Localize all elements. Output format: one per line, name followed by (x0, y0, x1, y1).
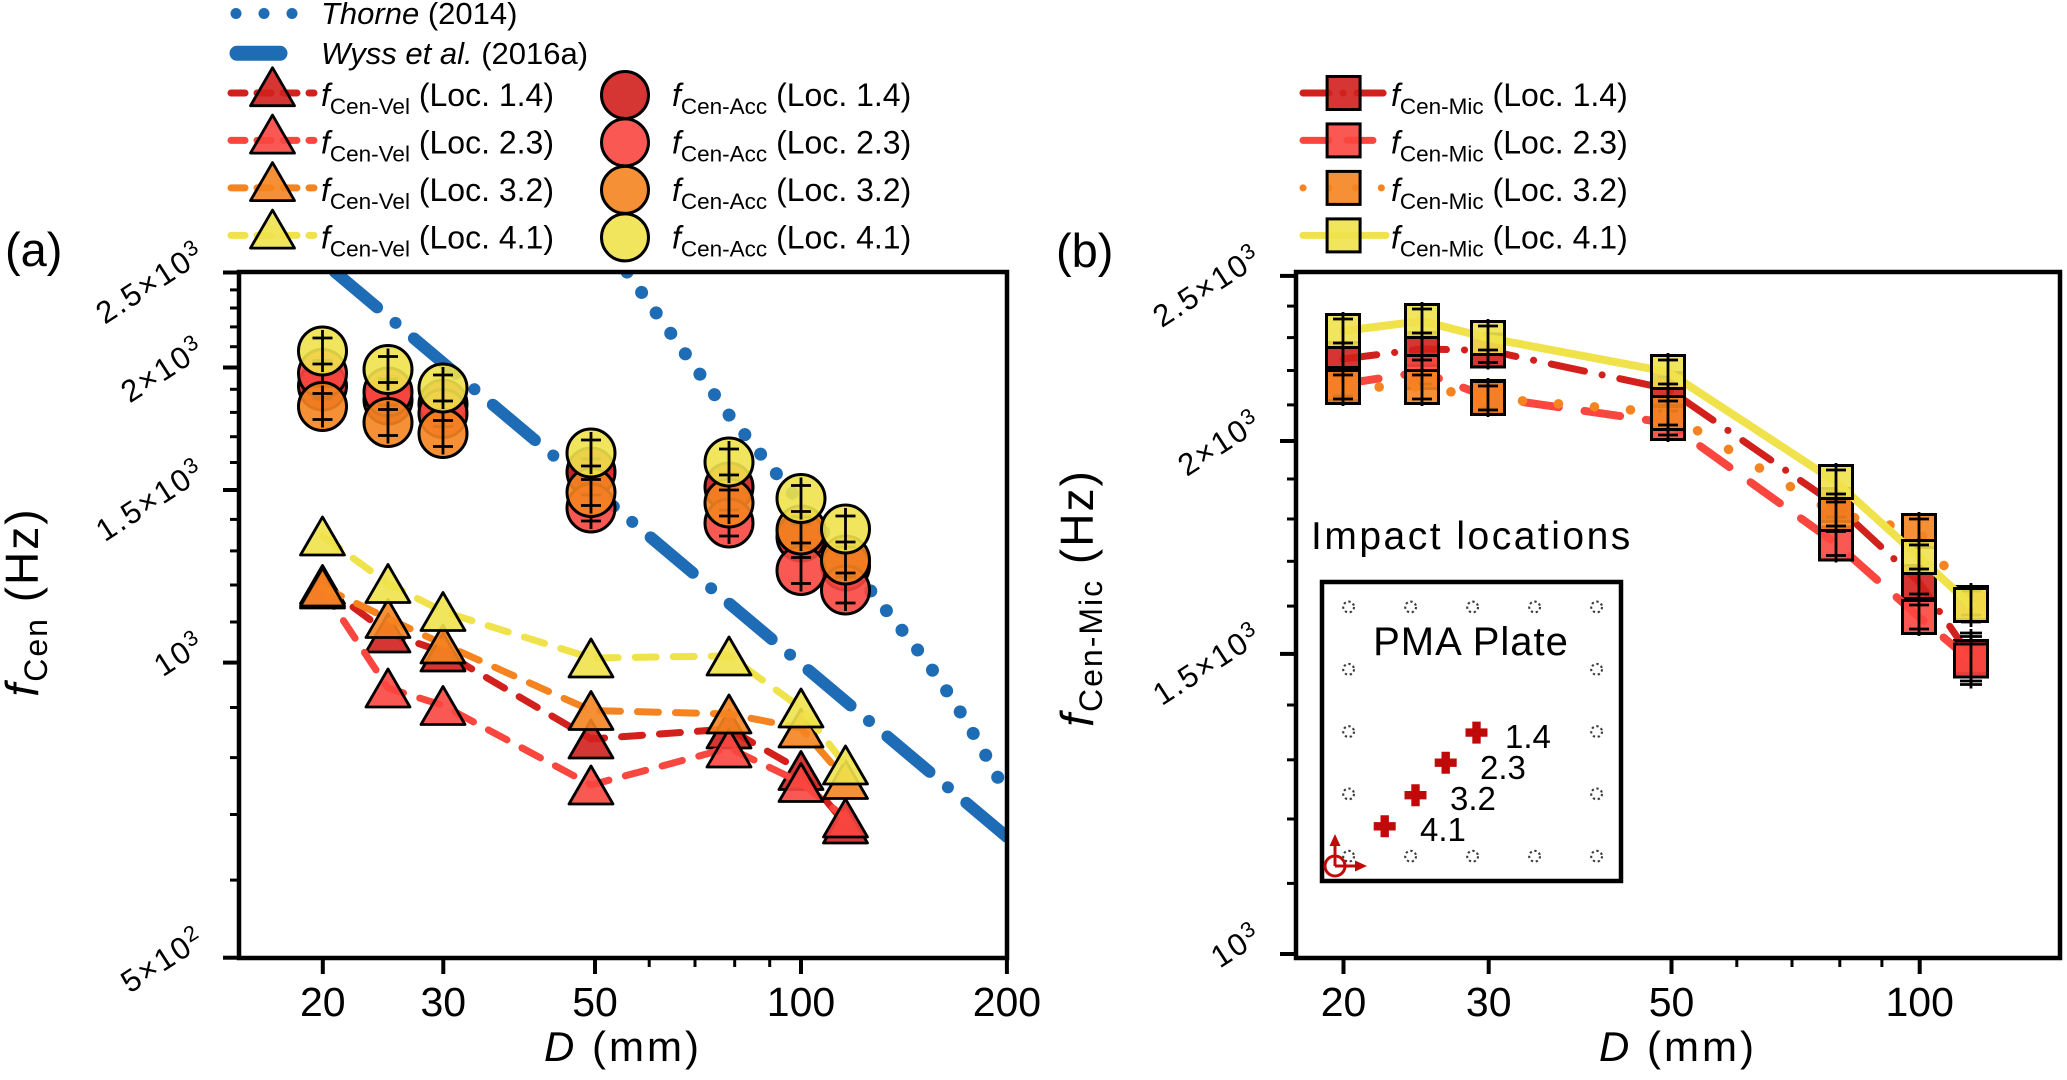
svg-text:3.2: 3.2 (1450, 780, 1496, 817)
svg-text:4.1: 4.1 (1420, 811, 1466, 848)
svg-text:fCen-Mic (Hz): fCen-Mic (Hz) (1051, 469, 1109, 727)
svg-text:2.3: 2.3 (1480, 749, 1526, 786)
svg-text:100: 100 (1885, 979, 1953, 1025)
svg-text:50: 50 (572, 979, 618, 1025)
svg-text:(a): (a) (5, 223, 62, 276)
svg-text:D (mm): D (mm) (544, 1023, 702, 1070)
svg-text:PMA Plate: PMA Plate (1373, 620, 1569, 664)
svg-text:fCen-Acc (Loc. 1.4): fCen-Acc (Loc. 1.4) (672, 77, 911, 119)
svg-text:fCen-Vel (Loc. 3.2): fCen-Vel (Loc. 3.2) (321, 172, 554, 214)
svg-text:fCen-Vel (Loc. 4.1): fCen-Vel (Loc. 4.1) (321, 219, 554, 261)
svg-text:D (mm): D (mm) (1599, 1023, 1757, 1070)
svg-text:fCen (Hz): fCen (Hz) (0, 507, 54, 696)
svg-text:200: 200 (973, 979, 1041, 1025)
svg-text:30: 30 (420, 979, 466, 1025)
svg-text:Wyss et al. (2016a): Wyss et al. (2016a) (321, 36, 588, 71)
svg-text:1.4: 1.4 (1505, 718, 1551, 755)
svg-text:50: 50 (1649, 979, 1695, 1025)
svg-text:fCen-Acc (Loc. 4.1): fCen-Acc (Loc. 4.1) (672, 219, 911, 261)
svg-text:fCen-Mic (Loc. 4.1): fCen-Mic (Loc. 4.1) (1391, 219, 1628, 261)
svg-text:20: 20 (300, 979, 346, 1025)
svg-text:fCen-Mic (Loc. 3.2): fCen-Mic (Loc. 3.2) (1391, 172, 1628, 214)
svg-text:100: 100 (767, 979, 835, 1025)
svg-text:fCen-Acc (Loc. 2.3): fCen-Acc (Loc. 2.3) (672, 124, 911, 166)
svg-text:fCen-Mic (Loc. 2.3): fCen-Mic (Loc. 2.3) (1391, 124, 1628, 166)
svg-text:30: 30 (1466, 979, 1512, 1025)
svg-text:20: 20 (1321, 979, 1367, 1025)
svg-text:Impact locations: Impact locations (1311, 515, 1633, 558)
svg-text:fCen-Acc (Loc. 3.2): fCen-Acc (Loc. 3.2) (672, 172, 911, 214)
svg-text:(b): (b) (1056, 224, 1113, 277)
svg-text:Thorne (2014): Thorne (2014) (321, 0, 517, 31)
